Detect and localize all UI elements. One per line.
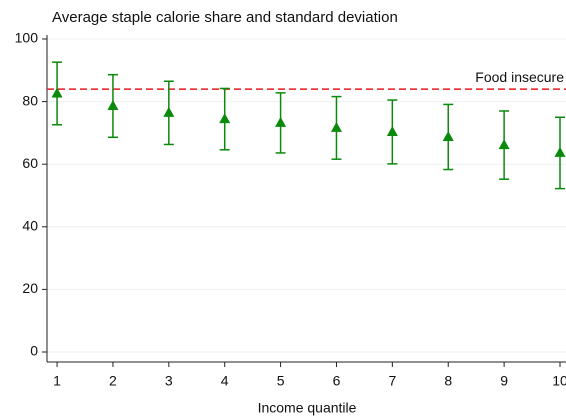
point <box>554 146 566 157</box>
x-tick-label: 2 <box>109 373 117 389</box>
x-tick-label: 10 <box>552 373 566 389</box>
point <box>442 130 454 141</box>
point <box>386 125 398 136</box>
point <box>275 116 287 127</box>
y-tick-label: 20 <box>22 280 38 296</box>
y-tick-label: 100 <box>15 30 39 46</box>
y-tick-label: 60 <box>22 155 38 171</box>
x-tick-label: 3 <box>165 373 173 389</box>
y-tick-label: 40 <box>22 218 38 234</box>
x-tick-label: 5 <box>277 373 285 389</box>
x-axis-label: Income quantile <box>258 400 357 416</box>
x-tick-label: 8 <box>444 373 452 389</box>
x-tick-label: 6 <box>333 373 341 389</box>
point <box>107 99 119 110</box>
x-tick-label: 7 <box>388 373 396 389</box>
point <box>163 106 175 117</box>
x-tick-label: 1 <box>53 373 61 389</box>
reference-label: Food insecure <box>475 69 564 85</box>
y-tick-label: 0 <box>30 343 38 359</box>
point <box>330 121 342 132</box>
point <box>51 87 63 98</box>
chart-title: Average staple calorie share and standar… <box>52 9 398 26</box>
y-tick-label: 80 <box>22 92 38 108</box>
point <box>219 113 231 124</box>
x-tick-label: 9 <box>500 373 508 389</box>
x-tick-label: 4 <box>221 373 229 389</box>
point <box>498 139 510 150</box>
